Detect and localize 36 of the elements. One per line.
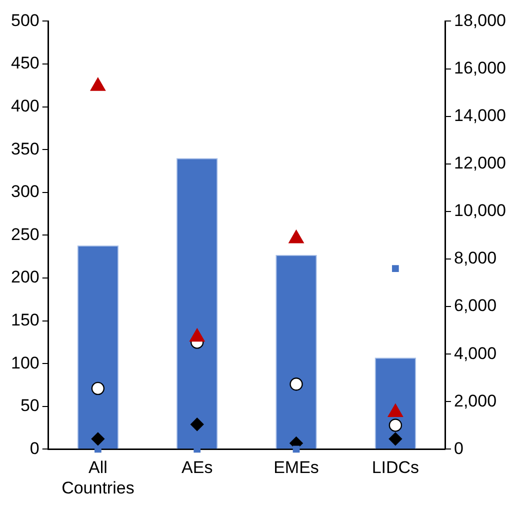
point [392,265,399,272]
point [94,446,102,453]
y-tick-label: 150 [10,310,40,330]
point [388,418,402,432]
y-tick-label: 0 [30,438,40,458]
x-tick-label: LIDCs [372,458,420,478]
y-tick-label: 100 [10,353,40,372]
x-tick-label: All Countries [62,458,134,498]
point [290,378,303,391]
y-tick-label: 50 [20,396,40,416]
y-tick-label: 200 [10,268,40,287]
y2-tick-label: 8,000 [454,248,497,268]
x-tick-label: AEs [182,458,213,478]
y2-tick-label: 0 [454,438,464,458]
x-tick-label: EMEs [274,458,319,478]
point [190,418,204,431]
point [288,230,304,244]
y-tick-label: 350 [10,139,40,158]
y2-tick-label: 12,000 [454,154,506,173]
point [91,432,105,446]
y-tick-label: 300 [10,182,40,202]
point [90,78,106,91]
y2-tick-label: 18,000 [454,10,506,30]
y2-tick-label: 2,000 [454,391,497,410]
y2-tick-label: 14,000 [454,106,506,125]
point [292,446,300,453]
point [91,382,105,396]
y-tick-label: 250 [10,224,40,244]
y2-tick-label: 4,000 [454,344,497,363]
y-tick-label: 500 [10,10,40,30]
y-tick-label: 450 [10,54,40,73]
y2-tick-label: 10,000 [454,201,506,220]
y-tick-label: 400 [10,96,40,116]
y2-tick-label: 16,000 [454,58,506,78]
point [388,432,402,446]
y2-tick-label: 6,000 [454,296,497,316]
